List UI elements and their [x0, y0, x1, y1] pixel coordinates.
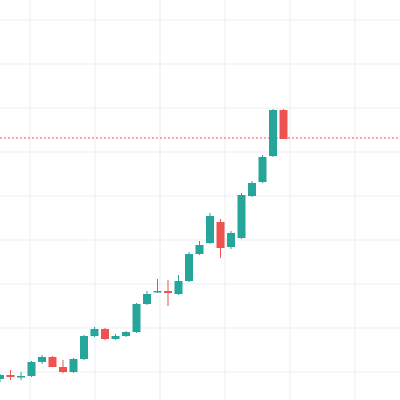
candle-body-14: [143, 294, 151, 304]
candle-23: [237, 193, 246, 239]
candle-body-20: [206, 216, 214, 243]
candle-10: [101, 328, 109, 340]
candle-body-6: [59, 367, 67, 372]
candle-body-8: [80, 336, 88, 359]
candle-body-2: [17, 376, 25, 378]
candle-body-16: [164, 291, 172, 293]
candle-body-3: [27, 362, 36, 376]
candle-5: [48, 356, 57, 367]
candle-24: [248, 181, 256, 197]
candle-body-27: [279, 110, 288, 139]
candle-25: [258, 155, 267, 183]
candle-body-25: [258, 157, 267, 182]
candle-body-24: [248, 183, 256, 196]
candle-body-7: [69, 359, 78, 372]
candle-body-0: [0, 375, 4, 379]
candle-body-5: [48, 357, 57, 367]
candle-body-19: [195, 245, 204, 254]
candle-body-26: [269, 110, 277, 156]
candle-body-4: [38, 357, 46, 362]
candle-body-23: [237, 195, 246, 238]
candle-body-9: [90, 329, 99, 336]
candle-13: [132, 303, 141, 333]
candle-21: [216, 219, 225, 258]
candle-0: [0, 374, 4, 382]
candle-body-1: [6, 375, 15, 377]
candle-7: [69, 358, 78, 373]
candle-2: [17, 372, 25, 380]
candle-body-10: [101, 329, 109, 339]
candle-16: [164, 280, 172, 306]
candle-22: [227, 231, 235, 249]
candle-9: [90, 327, 99, 337]
candle-11: [111, 334, 120, 340]
candle-body-22: [227, 233, 235, 247]
candle-body-15: [153, 291, 162, 293]
candle-body-18: [185, 254, 193, 281]
candle-body-13: [132, 304, 141, 332]
candle-6: [59, 360, 67, 373]
candle-27: [279, 109, 288, 139]
candle-17: [174, 275, 183, 295]
candle-3: [27, 361, 36, 377]
candles: [0, 109, 288, 382]
candle-12: [122, 331, 130, 337]
candle-15: [153, 279, 162, 293]
candle-body-21: [216, 222, 225, 248]
candle-18: [185, 252, 193, 282]
candle-26: [269, 109, 277, 157]
candle-body-11: [111, 336, 120, 339]
candle-body-17: [174, 281, 183, 294]
candle-19: [195, 241, 204, 255]
candle-1: [6, 370, 15, 380]
candle-body-12: [122, 332, 130, 336]
candle-8: [80, 335, 88, 360]
candle-4: [38, 355, 46, 364]
candle-14: [143, 291, 151, 305]
candle-20: [206, 213, 214, 244]
